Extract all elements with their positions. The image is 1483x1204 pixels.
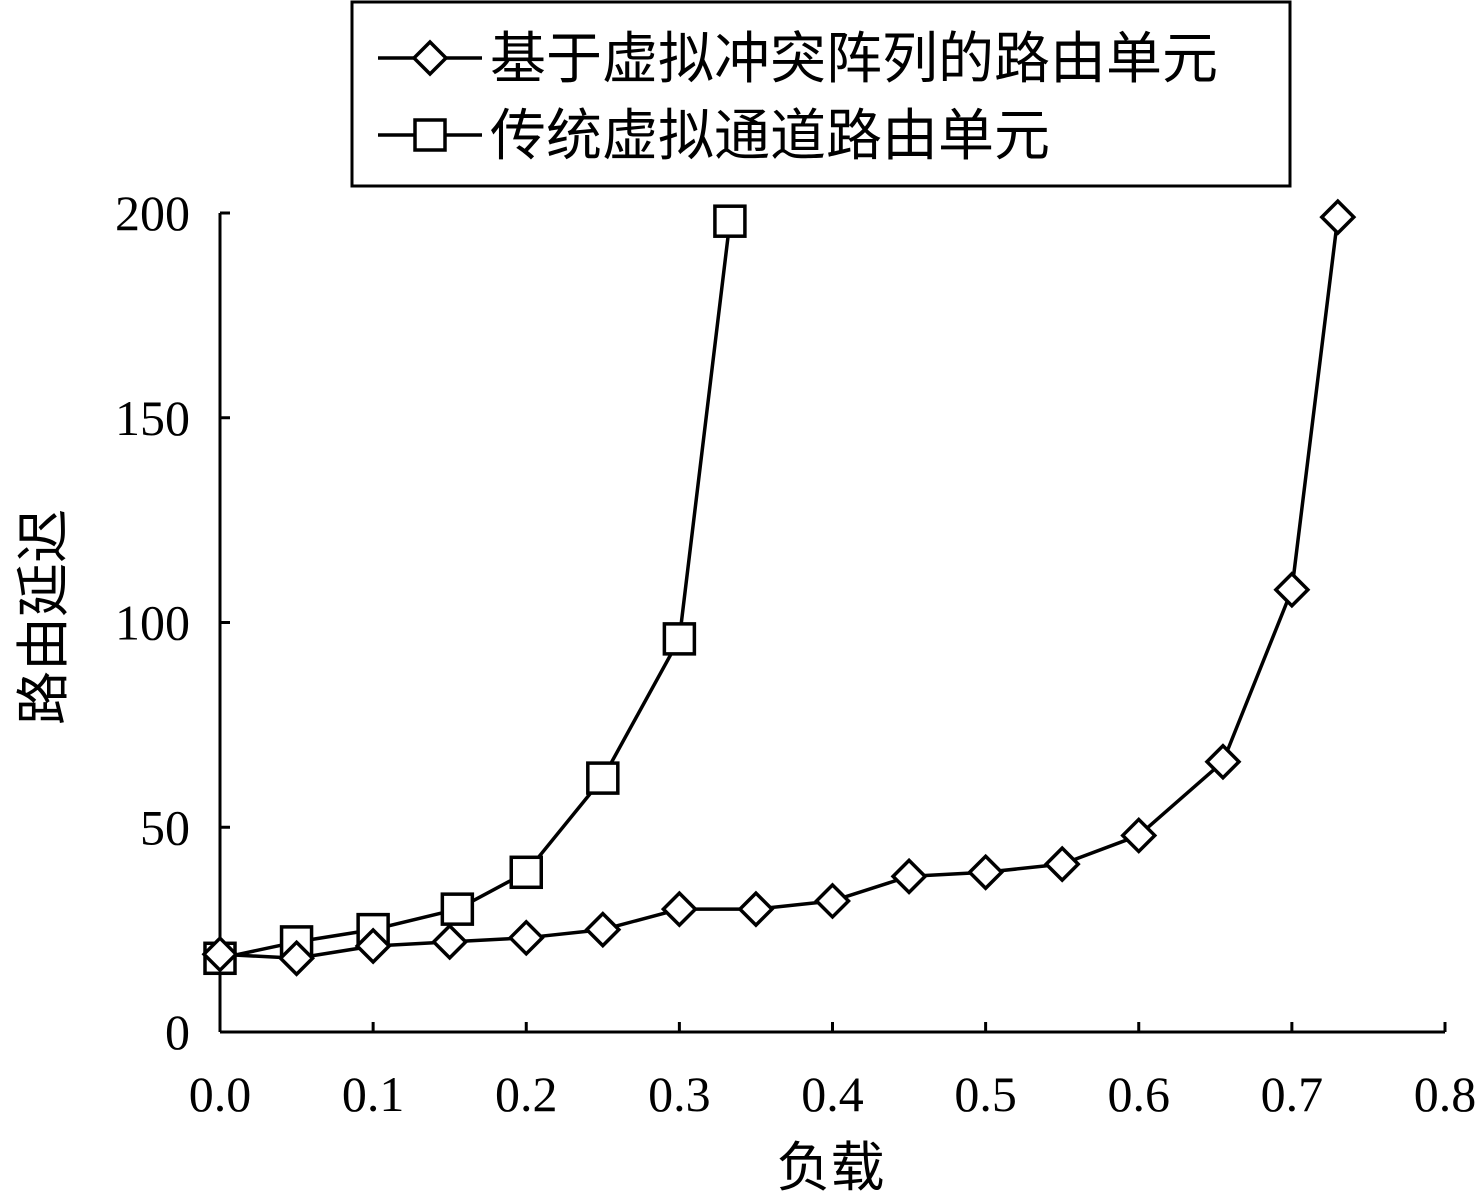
diamond-point	[967, 853, 1005, 891]
square-point	[662, 622, 697, 656]
diamond-point	[354, 927, 392, 965]
x-tick-label: 0.4	[801, 1066, 864, 1122]
x-axis-title: 负载	[777, 1138, 885, 1198]
legend-box	[350, 0, 1292, 188]
diamond-point	[814, 882, 851, 920]
diamond-point	[1043, 845, 1081, 883]
y-tick-label: 100	[115, 595, 190, 651]
diamond-point	[890, 857, 928, 895]
series-0	[201, 198, 1357, 977]
y-tick-label: 150	[115, 390, 190, 446]
axis-labels: 负载 路由延迟	[14, 509, 885, 1198]
legend-marker-1	[413, 118, 447, 152]
diamond-point	[737, 890, 775, 928]
x-tick-label: 0.5	[954, 1066, 1017, 1122]
square-point	[713, 204, 747, 238]
diamond-point	[1204, 743, 1242, 781]
diamond-point	[584, 911, 622, 949]
y-tick-label: 0	[165, 1004, 190, 1060]
series-line-1	[219, 220, 732, 961]
diamond-point	[1120, 816, 1158, 854]
series-1	[203, 204, 747, 976]
diamond-point	[1319, 198, 1357, 236]
square-point	[509, 855, 543, 890]
diamond-point	[507, 919, 545, 957]
y-tick-label: 50	[140, 799, 190, 855]
square-point	[586, 761, 620, 795]
legend-marker-0	[411, 39, 449, 77]
diamond-point	[1273, 571, 1311, 609]
x-tick-label: 0.1	[342, 1066, 405, 1122]
x-tick-label: 0.2	[495, 1066, 558, 1122]
series-layer	[201, 198, 1357, 977]
x-tick-label: 0.8	[1414, 1066, 1477, 1122]
diamond-point	[201, 935, 239, 973]
legend-label-1: 传统虚拟通道路由单元	[490, 106, 1050, 168]
series-line-0	[219, 216, 1340, 961]
x-tick-label: 0.0	[189, 1066, 252, 1122]
x-tick-label: 0.6	[1108, 1066, 1171, 1122]
axes: 0 50 100 150 200 0.0 0.1 0.2 0.3 0.4 0.5 0.6 0.7 0.8	[115, 185, 1476, 1122]
y-axis-title: 路由延迟	[14, 509, 74, 725]
x-tick-label: 0.3	[648, 1066, 711, 1122]
diamond-point	[431, 923, 469, 961]
diamond-point	[278, 939, 316, 977]
square-point	[440, 892, 475, 926]
y-tick-label: 200	[115, 185, 190, 241]
x-tick-label: 0.7	[1261, 1066, 1324, 1122]
diamond-point	[660, 890, 698, 928]
legend-label-0: 基于虚拟冲突阵列的路由单元	[490, 29, 1218, 91]
